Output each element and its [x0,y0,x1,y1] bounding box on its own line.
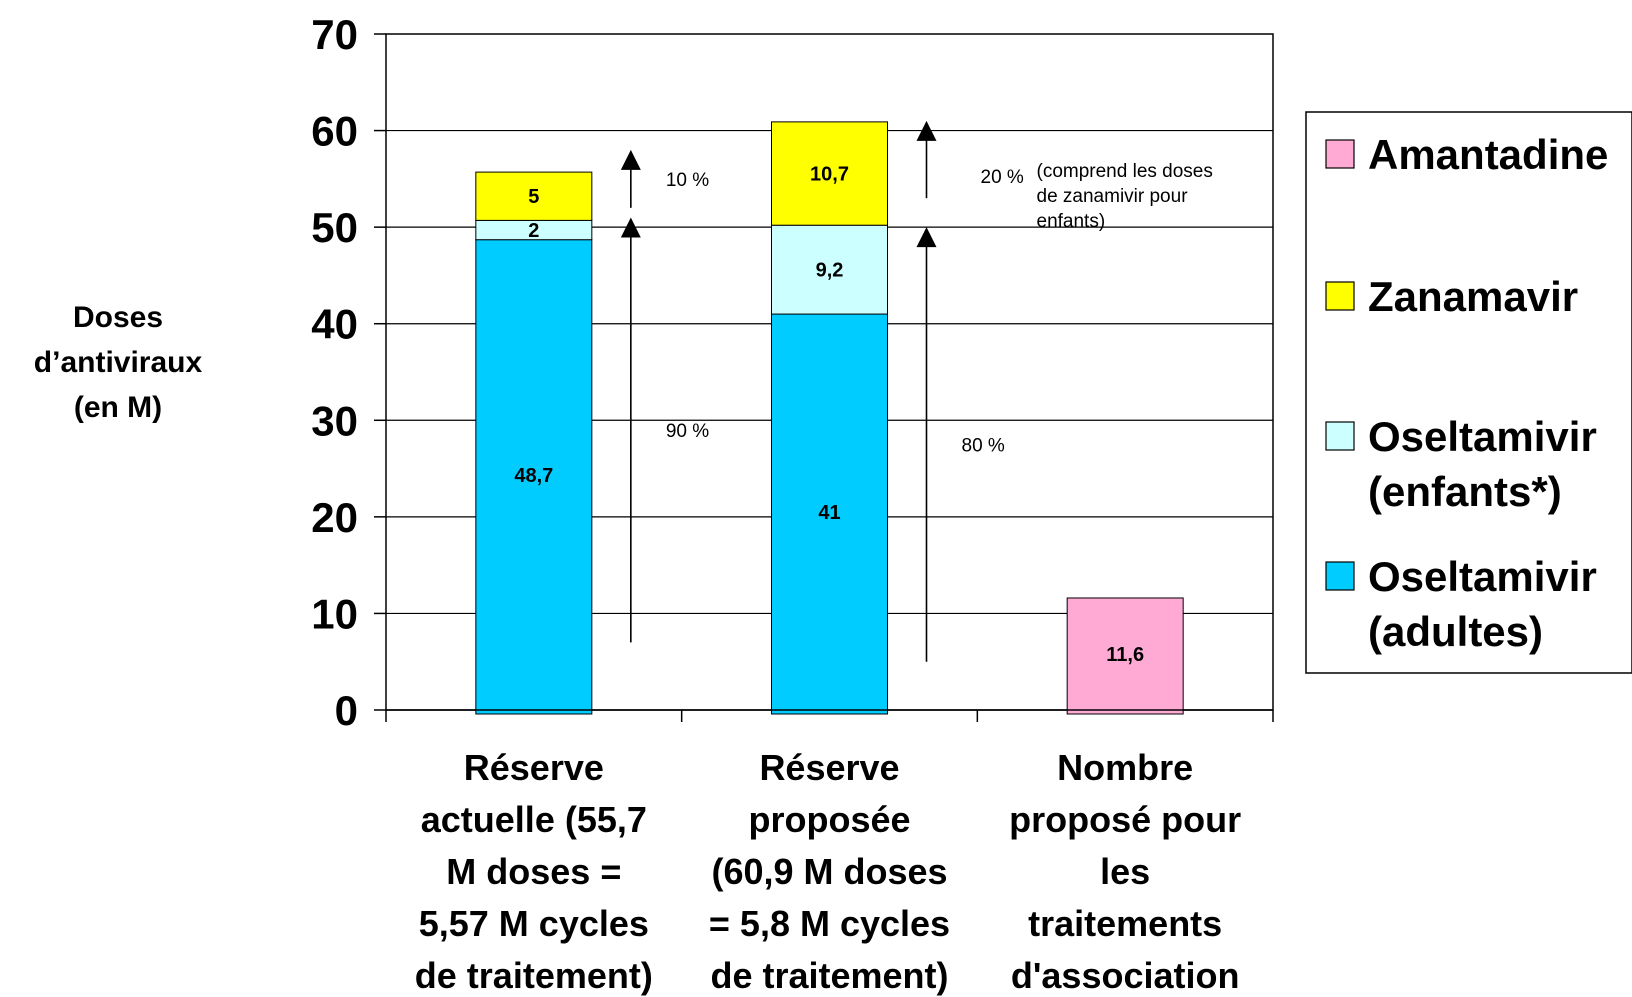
x-tick-label-line: les [1100,851,1150,892]
x-tick-label-line: Réserve [464,747,604,788]
x-tick-label-line: actuelle (55,7 [421,799,647,840]
y-tick-label: 70 [311,11,358,58]
y-tick-label: 30 [311,397,358,444]
x-tick-label-line: 5,57 M cycles [419,903,649,944]
bars: 48,7 2 5 41 9,2 10,7 11,6 [475,121,1184,715]
bar-segment [771,121,888,226]
annotation-note-line: enfants) [1037,211,1106,232]
legend-entry-label: (enfants*) [1368,468,1562,515]
legend: Amantadine Zanamavir Oseltamivir (enfants*)… [1305,111,1632,674]
bar-segment [771,313,888,715]
bar-segment [475,171,593,221]
bar-value-label: 2 [528,220,539,242]
x-tick-label-line: de traitement) [415,955,653,996]
x-tick-label-line: d'association [1011,955,1240,996]
annotations: 90 % 10 % 80 % 20 % (comprend les doses de za… [620,120,1213,662]
y-tick-label: 60 [311,108,358,155]
annotation-label: 20 % [981,167,1024,188]
annotation-label: 90 % [666,421,709,442]
annotation-note-line: (comprend les doses [1037,161,1213,182]
y-axis-label-line: Doses [73,301,163,334]
annotation-arrowhead [620,149,641,170]
legend-box [1305,111,1632,674]
bar-value-label: 41 [818,502,840,524]
legend-swatch [1325,139,1355,169]
x-axis [385,709,1274,722]
x-tick-label-line: traitements [1028,903,1222,944]
annotation-arrowhead [620,217,641,238]
y-tick-label: 0 [335,687,358,734]
bar-segment [1066,597,1184,715]
x-axis-ticks: Réserve actuelle (55,7 M doses = 5,57 M cyc… [415,747,1241,996]
x-tick-label-line: proposée [748,799,910,840]
y-tick-label: 10 [311,590,358,637]
annotation-label: 80 % [962,435,1005,456]
bar-value-label: 10,7 [810,164,849,186]
y-tick-label: 40 [311,301,358,348]
legend-swatch [1325,281,1355,311]
y-axis-label-line: (en M) [74,391,162,424]
legend-swatch [1325,421,1355,451]
y-tick-label: 50 [311,204,358,251]
x-tick-label-line: = 5,8 M cycles [709,903,950,944]
x-tick-label-line: M doses = [446,851,621,892]
y-axis-label: Doses d’antiviraux (en M) [34,301,203,424]
bar-segment [771,224,888,315]
y-tick-label: 20 [311,494,358,541]
bar-value-label: 5 [528,186,539,208]
annotation-arrowhead [916,227,937,248]
x-tick-label-line: (60,9 M doses [711,851,947,892]
legend-entry-label: (adultes) [1368,608,1543,655]
legend-swatch [1325,561,1355,591]
y-axis-ticks: 0 10 20 30 40 50 60 70 [311,11,386,734]
legend-entry-label: Oseltamivir [1368,553,1597,600]
annotation-note-line: de zanamivir pour [1037,186,1189,207]
bar-value-label: 9,2 [816,260,844,282]
x-tick-label-line: proposé pour [1009,799,1241,840]
x-tick-label-line: Réserve [759,747,899,788]
x-tick-label-line: Nombre [1057,747,1193,788]
annotation-arrowhead [916,120,937,141]
annotation-label: 10 % [666,170,709,191]
bar-value-label: 48,7 [514,465,553,487]
legend-entry-label: Oseltamivir [1368,413,1597,460]
legend-entry-label: Zanamavir [1368,273,1578,320]
x-tick-label-line: de traitement) [710,955,948,996]
bar-value-label: 11,6 [1106,644,1144,666]
legend-entry-label: Amantadine [1368,131,1608,178]
y-axis-label-line: d’antiviraux [34,346,203,379]
